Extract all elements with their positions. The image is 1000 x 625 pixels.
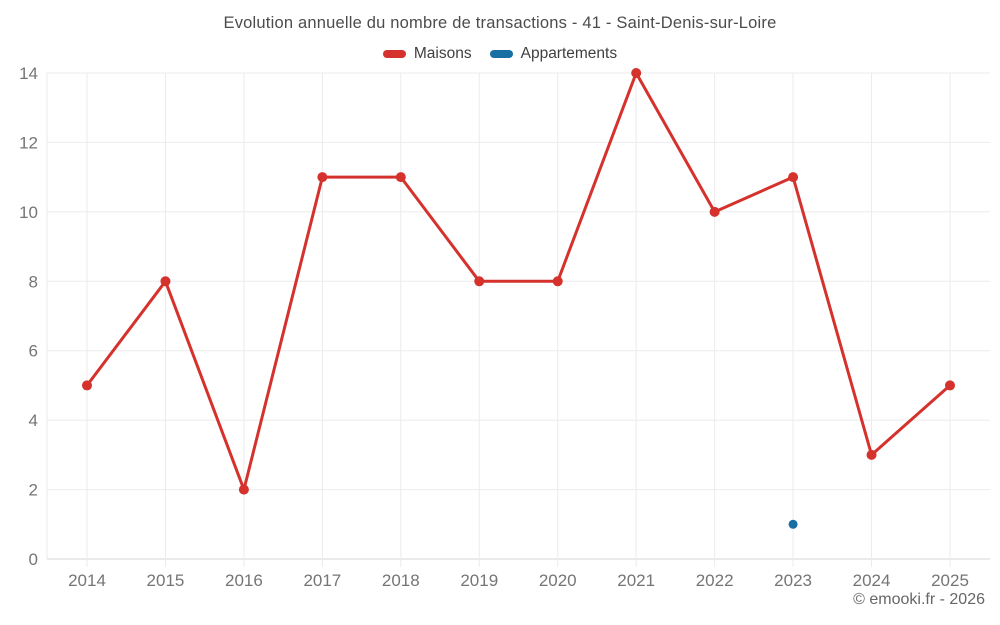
maisons-swatch-icon xyxy=(382,50,406,58)
maisons-point[interactable] xyxy=(317,172,328,183)
maisons-point[interactable] xyxy=(631,68,642,78)
maisons-point[interactable] xyxy=(552,276,563,287)
x-tick-label: 2021 xyxy=(617,571,655,590)
x-tick-label: 2025 xyxy=(931,571,969,590)
x-tick-label: 2023 xyxy=(774,571,812,590)
y-tick-label: 12 xyxy=(19,133,38,152)
maisons-point[interactable] xyxy=(238,484,249,495)
maisons-point[interactable] xyxy=(709,206,720,217)
y-tick-label: 14 xyxy=(19,64,38,83)
chart-title: Evolution annuelle du nombre de transact… xyxy=(223,14,777,32)
maisons-point[interactable] xyxy=(82,380,92,391)
maisons-point[interactable] xyxy=(788,172,799,183)
footer-credit: © emooki.fr - 2026 xyxy=(853,591,985,608)
legend-label-maisons: Maisons xyxy=(413,45,472,62)
maisons-point[interactable] xyxy=(160,276,171,287)
appartements-point[interactable] xyxy=(788,519,798,529)
x-tick-label: 2017 xyxy=(303,571,341,590)
maisons-line xyxy=(85,71,952,492)
y-tick-label: 0 xyxy=(29,550,38,569)
maisons-point[interactable] xyxy=(474,276,485,287)
maisons-point[interactable] xyxy=(395,172,406,183)
x-tick-label: 2014 xyxy=(68,571,106,590)
y-tick-label: 8 xyxy=(29,272,38,291)
legend-item-maisons[interactable]: Maisons xyxy=(382,45,472,63)
legend-label-appartements: Appartements xyxy=(520,45,618,62)
x-tick-label: 2019 xyxy=(460,571,498,590)
y-tick-label: 4 xyxy=(29,411,38,430)
y-tick-label: 2 xyxy=(29,481,38,500)
x-tick-label: 2018 xyxy=(382,571,420,590)
legend-item-appartements[interactable]: Appartements xyxy=(489,45,618,63)
maisons-point[interactable] xyxy=(866,449,877,460)
maisons-point[interactable] xyxy=(945,380,955,391)
appartements-swatch-icon xyxy=(489,50,513,58)
x-tick-label: 2022 xyxy=(696,571,734,590)
y-tick-label: 10 xyxy=(19,203,38,222)
x-tick-label: 2020 xyxy=(539,571,577,590)
chart-legend: Maisons Appartements xyxy=(0,45,1000,63)
x-tick-label: 2016 xyxy=(225,571,263,590)
y-tick-label: 6 xyxy=(29,342,38,361)
x-tick-label: 2024 xyxy=(853,571,891,590)
x-tick-label: 2015 xyxy=(147,571,185,590)
